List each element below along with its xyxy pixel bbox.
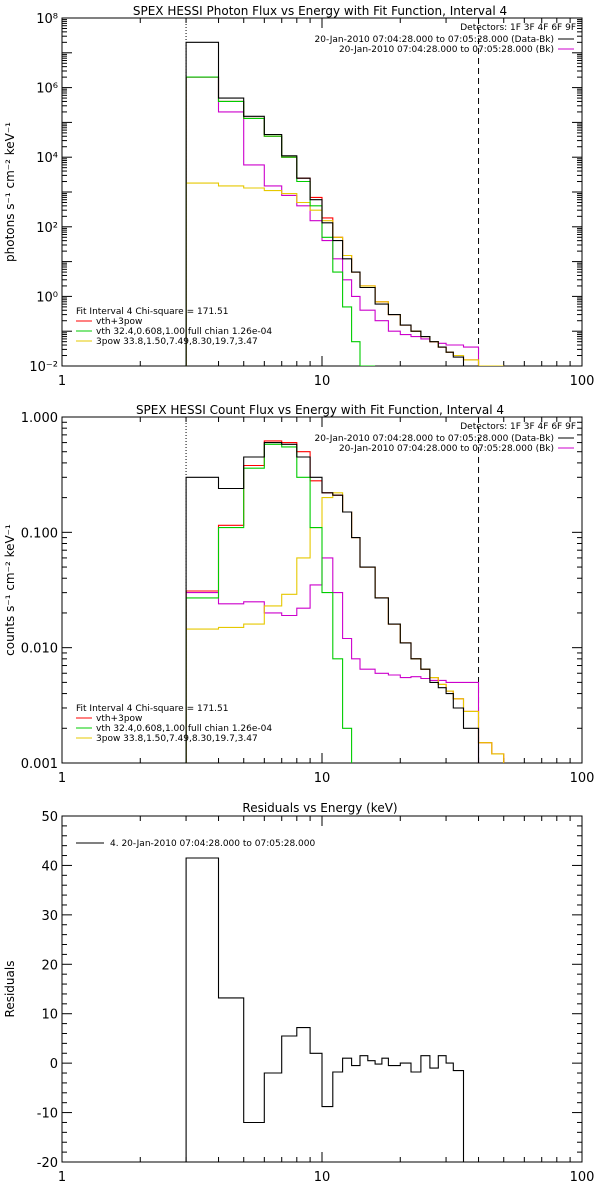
series-3pow [185, 492, 505, 763]
y-tick-label: 10⁶ [36, 82, 58, 97]
legend-entry: 4. 20-Jan-2010 07:04:28.000 to 07:05:28.… [110, 839, 315, 849]
x-tick-label: 100 [570, 374, 595, 389]
legend-entry: 20-Jan-2010 07:04:28.000 to 07:05:28.000… [339, 45, 554, 55]
legend-entry: 20-Jan-2010 07:04:28.000 to 07:05:28.000… [315, 434, 554, 444]
legend-entry: vth+3pow [96, 317, 142, 327]
y-tick-label: 20 [41, 958, 58, 973]
photon-flux-chart: SPEX HESSI Photon Flux vs Energy with Fi… [3, 4, 594, 389]
series-vth [185, 76, 376, 366]
legend-entry: vth+3pow [96, 714, 142, 724]
x-tick-label: 10 [314, 1170, 331, 1185]
chart-title: SPEX HESSI Photon Flux vs Energy with Fi… [133, 4, 507, 18]
count-flux-chart: SPEX HESSI Count Flux vs Energy with Fit… [3, 403, 594, 786]
y-tick-label: -10 [37, 1107, 58, 1122]
x-tick-label: 1 [58, 374, 66, 389]
series-layer [185, 41, 504, 366]
y-tick-label: 0.010 [21, 642, 58, 657]
y-tick-label: 10 [41, 1008, 58, 1023]
series-layer [185, 440, 505, 763]
legend-entry: 20-Jan-2010 07:04:28.000 to 07:05:28.000… [339, 444, 554, 454]
x-tick-label: 10 [314, 374, 331, 389]
y-axis-label: Residuals [3, 961, 17, 1018]
plot-frame [61, 815, 583, 1163]
x-tick-label: 100 [570, 1170, 595, 1185]
fit-summary: Fit Interval 4 Chi-square = 171.51 [76, 704, 228, 714]
y-axis-label: counts s⁻¹ cm⁻² keV⁻¹ [3, 524, 17, 656]
y-tick-label: 0.001 [21, 757, 58, 772]
y-tick-label: 10² [36, 221, 58, 236]
x-tick-label: 10 [314, 771, 331, 786]
y-tick-label: 10⁰ [36, 290, 58, 305]
legend-entry: vth 32.4,0.608,1.00 full chian 1.26e-04 [96, 327, 272, 337]
y-tick-label: 30 [41, 909, 58, 924]
detectors-label: Detectors: 1F 3F 4F 6F 9F [460, 23, 576, 33]
y-tick-label: 1.000 [21, 411, 58, 426]
y-tick-label: 10⁻² [29, 360, 58, 375]
y-tick-label: 0 [50, 1057, 58, 1072]
x-tick-label: 100 [570, 771, 595, 786]
y-axis-label: photons s⁻¹ cm⁻² keV⁻¹ [3, 122, 17, 262]
legend-entry: 20-Jan-2010 07:04:28.000 to 07:05:28.000… [315, 35, 554, 45]
y-tick-label: -20 [37, 1156, 58, 1171]
y-tick-label: 10⁴ [36, 151, 58, 166]
series-4-20-jan-2010-07-04-28-000-to-07-05-28-000 [185, 857, 465, 1162]
y-tick-label: 40 [41, 859, 58, 874]
series-vth-3pow [185, 440, 505, 763]
y-tick-label: 50 [41, 810, 58, 825]
legend-entry: 3pow 33.8,1.50,7.49,8.30,19.7,3.47 [96, 734, 258, 744]
series-vth-3pow [185, 76, 504, 366]
chart-title: SPEX HESSI Count Flux vs Energy with Fit… [136, 403, 504, 417]
chart-title: Residuals vs Energy (keV) [242, 801, 397, 815]
series-layer [185, 857, 465, 1162]
series-vth [185, 443, 353, 763]
x-tick-label: 1 [58, 1170, 66, 1185]
x-tick-label: 1 [58, 771, 66, 786]
series-data-bk [185, 41, 479, 366]
fit-summary: Fit Interval 4 Chi-square = 171.51 [76, 307, 228, 317]
legend-entry: 3pow 33.8,1.50,7.49,8.30,19.7,3.47 [96, 337, 258, 347]
detectors-label: Detectors: 1F 3F 4F 6F 9F [460, 422, 576, 432]
y-tick-label: 0.100 [21, 526, 58, 541]
series-data-bk [185, 442, 480, 763]
y-tick-label: 10⁸ [36, 12, 58, 27]
residuals-chart: Residuals vs Energy (keV) 1 10 100 -20 -10 0 1… [3, 801, 594, 1185]
legend-entry: vth 32.4,0.608,1.00 full chian 1.26e-04 [96, 724, 272, 734]
